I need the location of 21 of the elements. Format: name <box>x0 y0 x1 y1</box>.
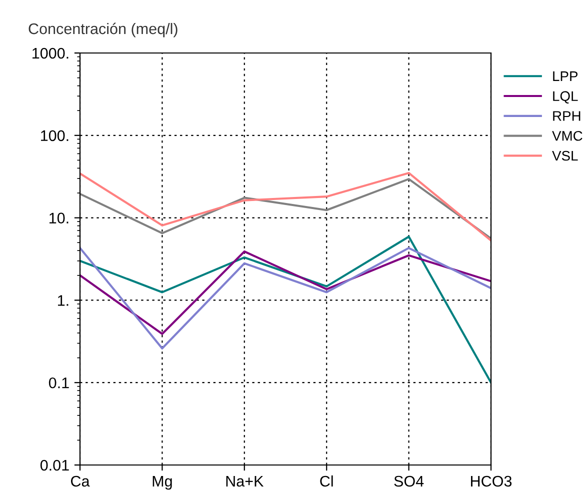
line-series <box>80 236 491 384</box>
legend-label: RPH <box>553 111 580 121</box>
y-tick-label: 1. <box>58 295 68 306</box>
legend-label: LPP <box>553 71 578 81</box>
line-series <box>80 250 491 335</box>
x-tick-label: Cl <box>320 475 333 487</box>
legend-label: VSL <box>552 150 578 161</box>
legend-label: LQL <box>553 91 578 104</box>
legend-label: VMC <box>552 130 582 141</box>
y-axis-title: Concentración (meq/l) <box>28 22 178 38</box>
line-series <box>80 246 491 350</box>
y-tick-label: 1000. <box>32 48 68 59</box>
x-tick-label: Ca <box>71 476 90 487</box>
x-tick-label: SO4 <box>394 476 424 487</box>
y-tick-label: 100. <box>41 130 68 142</box>
x-tick-label: Na+K <box>226 476 264 487</box>
y-tick-label: 0.01 <box>40 460 69 471</box>
y-tick-label: 0.1 <box>48 377 69 388</box>
x-tick-label: HCO3 <box>471 476 512 487</box>
y-tick-label: 10. <box>50 212 68 224</box>
x-tick-label: Mg <box>152 476 172 490</box>
